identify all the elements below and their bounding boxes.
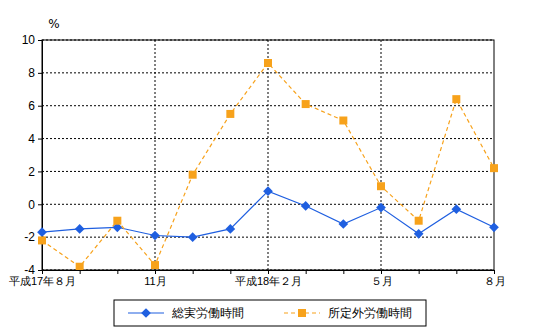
y-tick: 4 xyxy=(28,132,42,146)
series-marker xyxy=(376,203,386,213)
y-tick-label: 0 xyxy=(28,198,35,212)
series-marker xyxy=(301,201,311,211)
x-tick xyxy=(80,270,81,274)
x-tick-label: 平成17年８月 xyxy=(9,275,76,287)
series-line xyxy=(42,63,494,267)
series-marker xyxy=(415,217,423,225)
x-tick xyxy=(456,270,457,274)
grid-line-x xyxy=(381,40,382,270)
x-tick xyxy=(230,270,231,274)
legend-marker xyxy=(141,308,151,318)
grid-line-y xyxy=(42,171,494,172)
y-tick-mark xyxy=(38,40,42,41)
x-tick-label: ８月 xyxy=(484,275,506,287)
series-marker xyxy=(302,100,310,108)
y-tick-label: 6 xyxy=(28,99,35,113)
legend-marker xyxy=(298,309,306,317)
legend-label: 総実労働時間 xyxy=(171,306,244,320)
series-marker xyxy=(37,227,47,237)
series-marker xyxy=(452,95,460,103)
series-marker xyxy=(263,186,273,196)
series-marker xyxy=(75,224,85,234)
x-tick xyxy=(306,270,307,274)
y-tick-label: -2 xyxy=(24,230,35,244)
x-tick: ５月 xyxy=(371,270,393,287)
x-tick-mark xyxy=(494,270,495,274)
y-axis-label: % xyxy=(48,17,59,31)
grid-line-x xyxy=(268,40,269,270)
x-axis-line xyxy=(43,271,495,275)
y-tick: 6 xyxy=(28,99,42,113)
x-tick-mark xyxy=(42,270,43,274)
legend-label: 所定外労働時間 xyxy=(328,306,412,320)
x-tick-mark xyxy=(456,270,457,274)
legend: 総実労働時間 所定外労働時間 xyxy=(114,300,426,326)
y-tick: 2 xyxy=(28,165,42,179)
series-marker xyxy=(489,222,499,232)
x-axis: 平成17年８月 11月 平成18年２月 ５月 ８月 xyxy=(9,270,506,287)
x-tick-mark xyxy=(268,270,269,274)
series-marker xyxy=(264,59,272,67)
x-tick: ８月 xyxy=(484,270,506,287)
series-marker xyxy=(490,164,498,172)
legend-box xyxy=(114,300,426,326)
y-tick-label: 10 xyxy=(22,33,36,47)
series-marker xyxy=(38,236,46,244)
y-tick-mark xyxy=(38,171,42,172)
y-tick-mark xyxy=(38,73,42,74)
y-tick-label: 4 xyxy=(28,132,35,146)
series-marker xyxy=(76,263,84,270)
y-tick: 0 xyxy=(28,198,42,212)
plot-area xyxy=(37,59,499,270)
plot-frame xyxy=(42,40,494,270)
y-tick-label: 2 xyxy=(28,165,35,179)
y-tick-mark xyxy=(38,204,42,205)
y-tick-mark xyxy=(38,270,42,271)
x-tick-mark xyxy=(306,270,307,274)
x-tick-label: 平成18年２月 xyxy=(235,275,302,287)
x-tick: 11月 xyxy=(144,270,166,287)
series-marker xyxy=(189,171,197,179)
x-tick-label: ５月 xyxy=(371,275,393,287)
legend-item: 所定外労働時間 xyxy=(284,306,412,320)
x-tick xyxy=(343,270,344,274)
legend-item: 総実労働時間 xyxy=(128,306,244,320)
x-tick-mark xyxy=(419,270,420,274)
series-marker xyxy=(151,261,159,269)
chart: -4-20246810平成17年８月11月平成18年２月５月８月%総実労働時間所… xyxy=(0,0,540,336)
series-marker xyxy=(377,182,385,190)
x-tick-mark xyxy=(155,270,156,274)
x-tick xyxy=(117,270,118,274)
y-tick: 10 xyxy=(22,33,42,47)
y-tick-label: 8 xyxy=(28,66,35,80)
grid xyxy=(42,40,494,270)
series-marker xyxy=(451,204,461,214)
x-tick-mark xyxy=(80,270,81,274)
series-marker xyxy=(226,110,234,118)
series-marker xyxy=(225,224,235,234)
y-tick: 8 xyxy=(28,66,42,80)
x-tick xyxy=(193,270,194,274)
x-tick-mark xyxy=(343,270,344,274)
series-marker xyxy=(338,219,348,229)
series-marker xyxy=(113,217,121,225)
series-marker xyxy=(188,232,198,242)
series-marker xyxy=(414,229,424,239)
x-tick-mark xyxy=(230,270,231,274)
y-tick-mark xyxy=(38,139,42,140)
y-tick-mark xyxy=(38,106,42,107)
grid-line-y xyxy=(42,138,494,139)
x-tick xyxy=(419,270,420,274)
x-tick-label: 11月 xyxy=(144,275,166,287)
x-tick: 平成18年２月 xyxy=(235,270,302,287)
series-marker xyxy=(150,231,160,241)
x-tick-mark xyxy=(117,270,118,274)
series-marker xyxy=(339,117,347,125)
x-tick-mark xyxy=(193,270,194,274)
x-tick: 平成17年８月 xyxy=(9,270,76,287)
x-tick-mark xyxy=(381,270,382,274)
